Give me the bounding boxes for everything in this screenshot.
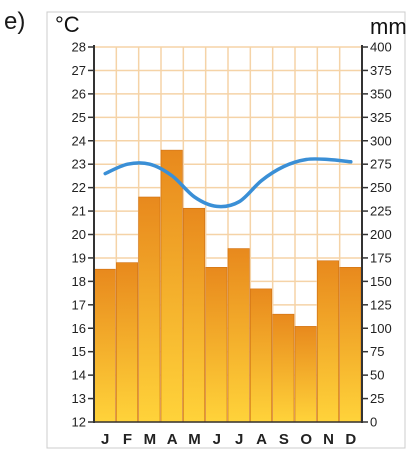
month-label: J xyxy=(213,431,221,448)
left-tick-label: 26 xyxy=(72,86,86,101)
right-tick-label: 225 xyxy=(370,204,392,219)
right-tick-label: 50 xyxy=(370,368,384,383)
right-tick-label: 275 xyxy=(370,157,392,172)
right-tick-label: 0 xyxy=(370,415,377,430)
precipitation-bar xyxy=(272,313,295,423)
right-tick-label: 125 xyxy=(370,297,392,312)
precipitation-bar xyxy=(294,326,317,423)
left-tick-label: 25 xyxy=(72,110,86,125)
left-tick-label: 14 xyxy=(72,368,86,383)
right-tick-label: 75 xyxy=(370,344,384,359)
right-tick-label: 250 xyxy=(370,180,392,195)
month-label: O xyxy=(300,431,312,448)
left-axis-unit: °C xyxy=(55,12,80,37)
month-label: N xyxy=(323,431,334,448)
right-tick-labels: 0 25 50 75 100 125 150 175 200 225 250 275 300 325 350… xyxy=(362,40,392,430)
right-axis-unit: mm xyxy=(370,14,407,39)
left-tick-label: 27 xyxy=(72,63,86,78)
precipitation-bar xyxy=(317,260,339,423)
precipitation-bar xyxy=(183,207,205,423)
right-tick-label: 200 xyxy=(370,227,392,242)
month-label: A xyxy=(167,431,178,448)
right-tick-label: 100 xyxy=(370,321,392,336)
temperature-line-group xyxy=(103,157,353,209)
month-label: S xyxy=(279,431,289,448)
right-tick-label: 300 xyxy=(370,133,392,148)
left-tick-label: 15 xyxy=(72,344,86,359)
right-tick-label: 350 xyxy=(370,86,392,101)
precipitation-bar xyxy=(205,267,228,423)
plot-frame xyxy=(46,11,406,449)
figure-label: e) xyxy=(4,8,26,35)
precipitation-bar xyxy=(138,196,161,423)
left-tick-label: 23 xyxy=(72,157,86,172)
precipitation-bar xyxy=(116,262,138,423)
month-label: D xyxy=(345,431,356,448)
left-tick-label: 18 xyxy=(72,274,86,289)
left-tick-label: 20 xyxy=(72,227,86,242)
left-tick-label: 17 xyxy=(72,297,86,312)
precipitation-bar xyxy=(160,149,183,423)
month-label: M xyxy=(188,431,201,448)
temperature-line xyxy=(103,157,353,209)
left-tick-label: 13 xyxy=(72,391,86,406)
precipitation-bar xyxy=(93,268,116,423)
left-tick-label: 22 xyxy=(72,180,86,195)
left-tick-label: 24 xyxy=(72,133,86,148)
right-tick-label: 25 xyxy=(370,391,384,406)
right-tick-label: 175 xyxy=(370,250,392,265)
right-tick-label: 150 xyxy=(370,274,392,289)
month-label: J xyxy=(101,431,109,448)
right-tick-label: 375 xyxy=(370,63,392,78)
left-tick-labels: 12 13 14 15 16 17 18 19 20 21 22 23 24 25 26 27 28 xyxy=(72,40,94,430)
left-tick-label: 28 xyxy=(72,40,86,55)
precipitation-bar xyxy=(227,248,250,423)
precipitation-bar xyxy=(339,267,362,423)
month-label: F xyxy=(123,431,132,448)
precipitation-bar xyxy=(250,288,272,423)
right-tick-label: 325 xyxy=(370,110,392,125)
month-label: J xyxy=(235,431,243,448)
left-tick-label: 19 xyxy=(72,250,86,265)
right-tick-label: 400 xyxy=(370,40,392,55)
month-label: M xyxy=(144,431,157,448)
precipitation-bars xyxy=(93,149,362,423)
left-tick-label: 16 xyxy=(72,321,86,336)
left-tick-label: 21 xyxy=(72,204,86,219)
left-tick-label: 12 xyxy=(72,415,86,430)
month-label: A xyxy=(256,431,267,448)
